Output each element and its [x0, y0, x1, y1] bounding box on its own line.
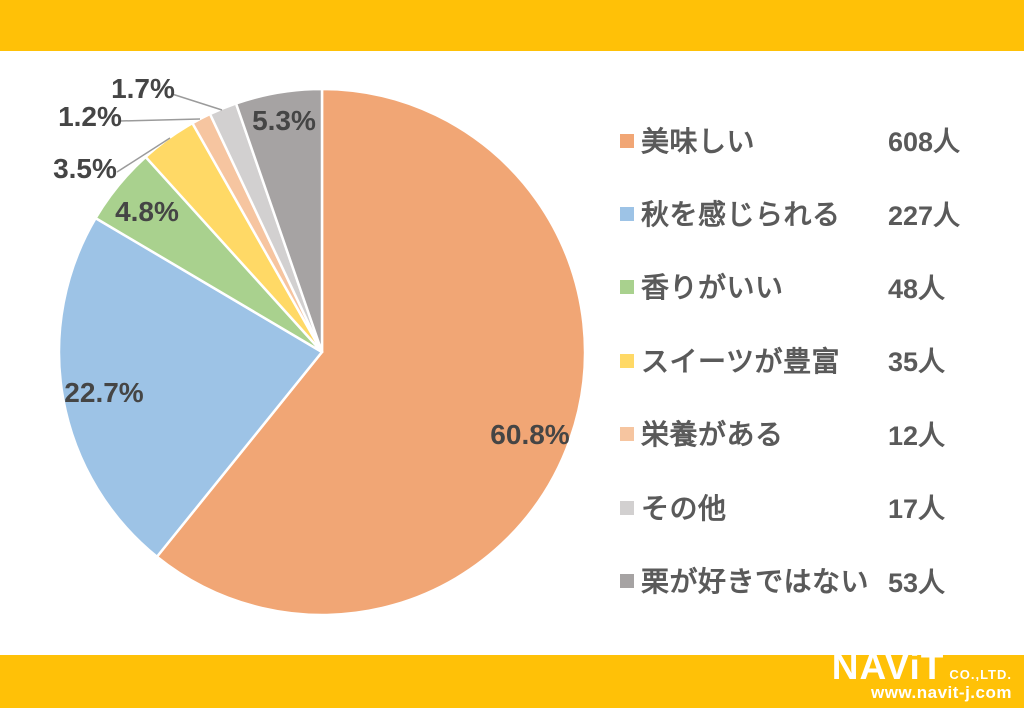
slice-percent-label: 4.8%	[115, 196, 179, 227]
label-leader-line	[116, 137, 171, 173]
legend-swatch	[620, 207, 634, 222]
navit-logo: NAViT CO.,LTD. www.navit-j.com	[831, 640, 1012, 703]
legend-label: 香りがいい	[641, 272, 784, 304]
legend-swatch	[620, 500, 634, 515]
pie-slice-1	[57, 216, 324, 558]
rabbit-ears-icon	[942, 640, 962, 654]
legend-value: 12人	[888, 420, 946, 451]
legend-label: 栄養がある	[641, 419, 784, 451]
legend-value: 608人	[888, 127, 961, 158]
legend-swatch	[620, 280, 634, 295]
logo-line: NAViT CO.,LTD.	[831, 640, 1012, 687]
logo-company-suffix: CO.,LTD.	[949, 667, 1012, 682]
legend-value: 227人	[888, 200, 961, 231]
bottom-banner: NAViT CO.,LTD. www.navit-j.com	[0, 640, 1024, 708]
legend-item: その他 17人	[620, 470, 960, 543]
legend-label: 美味しい	[641, 125, 756, 157]
top-banner	[0, 0, 1024, 51]
legend-item: 栄養がある 12人	[620, 397, 960, 470]
legend-label: 栗が好きではない	[641, 566, 870, 598]
legend-item: スイーツが豊富 35人	[620, 323, 960, 396]
legend-value: 35人	[888, 347, 946, 378]
legend-swatch	[620, 133, 634, 148]
slice-percent-label: 60.8%	[490, 419, 569, 450]
legend-item: 美味しい 608人	[620, 103, 960, 176]
legend-item: 秋を感じられる 227人	[620, 176, 960, 249]
label-leader-line	[171, 93, 223, 111]
slice-percent-label: 5.3%	[252, 105, 316, 136]
logo-brand-text: NAViT	[831, 646, 945, 687]
legend-label: スイーツが豊富	[641, 345, 840, 377]
slice-percent-label: 1.7%	[111, 73, 175, 104]
legend-item: 栗が好きではない 53人	[620, 543, 960, 616]
legend: 美味しい 608人 秋を感じられる 227人 香りがいい 48人 スイーツが豊富…	[620, 103, 960, 617]
slice-percent-label: 1.2%	[58, 101, 122, 132]
legend-value: 53人	[888, 567, 946, 598]
pie-slice-0	[155, 87, 587, 617]
legend-swatch	[620, 353, 634, 368]
legend-swatch	[620, 427, 634, 442]
label-leader-line	[119, 118, 201, 122]
legend-label: 秋を感じられる	[641, 199, 841, 231]
slice-percent-label: 3.5%	[53, 153, 117, 184]
legend-value: 17人	[888, 494, 946, 525]
logo-website: www.navit-j.com	[870, 683, 1012, 702]
legend-value: 48人	[888, 273, 946, 304]
legend-label: その他	[641, 492, 727, 524]
legend-swatch	[620, 574, 634, 589]
pie-slice-6	[234, 87, 324, 354]
legend-item: 香りがいい 48人	[620, 250, 960, 323]
slice-percent-label: 22.7%	[64, 377, 143, 408]
